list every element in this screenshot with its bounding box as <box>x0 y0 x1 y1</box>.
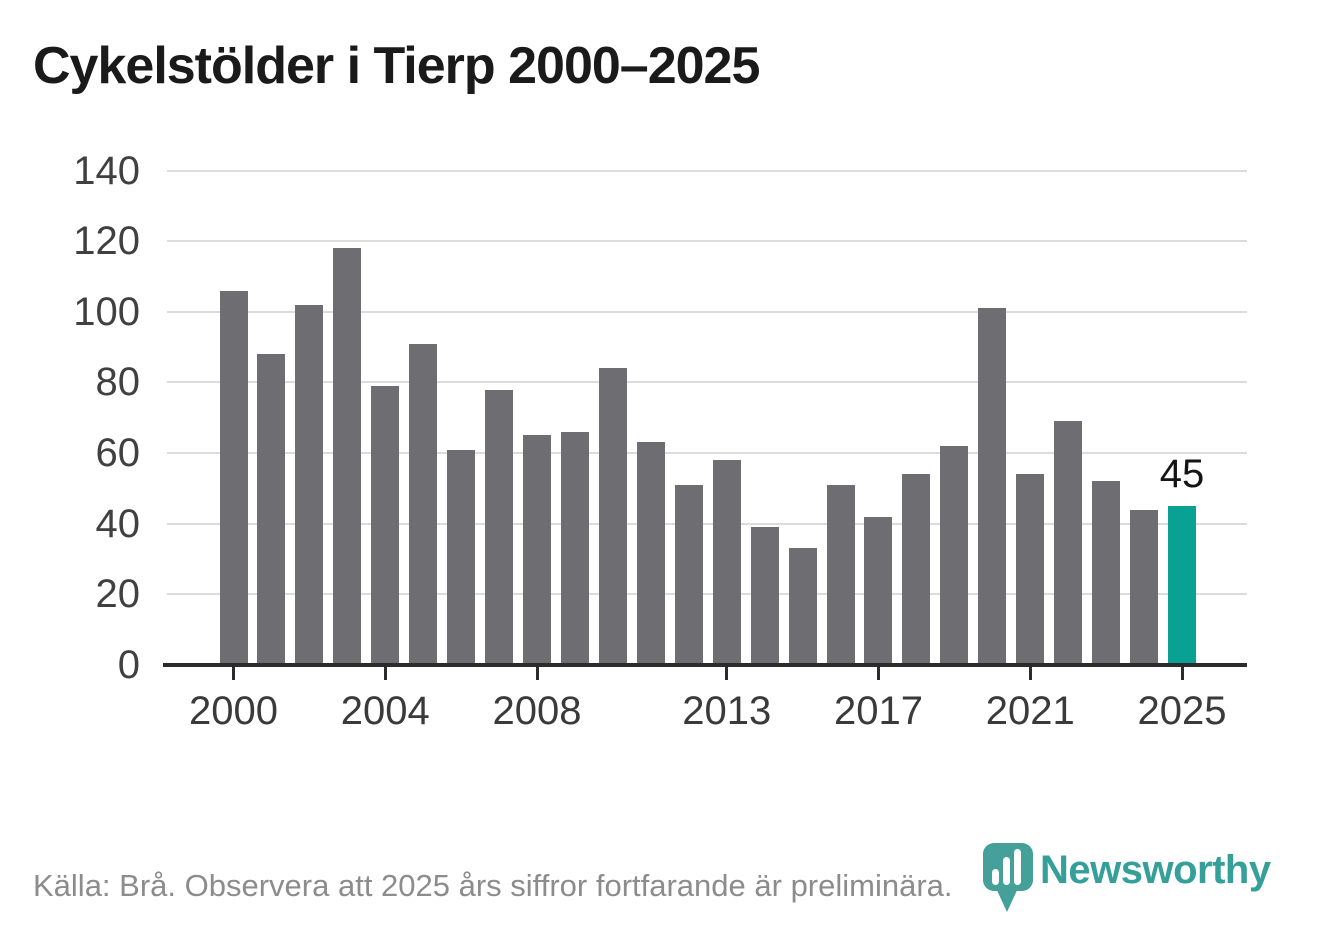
y-axis-label-40: 40 <box>95 501 141 546</box>
source-note: Källa: Brå. Observera att 2025 års siffr… <box>33 868 953 903</box>
bar-2006 <box>447 450 476 665</box>
y-axis-label-60: 60 <box>95 431 141 476</box>
bar-2002 <box>295 305 324 665</box>
bar-2011 <box>636 442 665 665</box>
y-axis-label-140: 140 <box>73 148 140 193</box>
bar-2022 <box>1054 421 1083 665</box>
bar-2025 <box>1168 506 1196 665</box>
x-axis-label-2008: 2008 <box>492 689 582 733</box>
x-tick-2004 <box>383 667 387 680</box>
gridline-80 <box>167 381 1247 384</box>
bar-2024 <box>1130 510 1159 665</box>
newsworthy-wordmark: Newsworthy <box>1040 848 1271 892</box>
newsworthy-logo: Newsworthy <box>982 842 1322 922</box>
gridline-120 <box>167 240 1247 243</box>
y-axis-label-120: 120 <box>73 219 140 264</box>
x-tick-2013 <box>725 667 729 680</box>
x-tick-2025 <box>1180 667 1184 680</box>
bar-2020 <box>978 308 1007 665</box>
bar-2019 <box>940 446 969 665</box>
y-axis-label-80: 80 <box>95 360 141 405</box>
bar-2010 <box>598 368 627 665</box>
bar-2017 <box>864 517 893 665</box>
gridline-20 <box>167 593 1247 596</box>
x-axis-label-2017: 2017 <box>833 689 923 733</box>
y-axis-label-100: 100 <box>73 289 140 334</box>
y-axis-label-20: 20 <box>95 572 141 617</box>
x-axis-label-2013: 2013 <box>682 689 772 733</box>
bar-2000 <box>219 291 248 665</box>
bar-2014 <box>750 527 779 665</box>
bar-2023 <box>1092 481 1121 665</box>
x-tick-2000 <box>232 667 235 680</box>
bar-value-label: 45 <box>1159 452 1205 496</box>
bar-2001 <box>257 354 286 665</box>
bar-2007 <box>485 390 514 665</box>
bar-2018 <box>902 474 931 665</box>
chart-title: Cykelstölder i Tierp 2000–2025 <box>33 37 760 95</box>
bar-2008 <box>523 435 552 665</box>
bar-2005 <box>409 344 438 665</box>
bar-2013 <box>712 460 741 665</box>
x-tick-2008 <box>535 667 539 680</box>
bar-2016 <box>826 485 855 665</box>
bar-2015 <box>788 548 817 665</box>
bar-2012 <box>674 485 703 665</box>
gridline-60 <box>167 452 1247 455</box>
x-axis-label-2004: 2004 <box>340 689 430 733</box>
bar-2021 <box>1016 474 1045 665</box>
x-axis-line <box>163 663 1247 667</box>
x-axis-label-2000: 2000 <box>189 689 278 733</box>
gridline-100 <box>167 310 1247 313</box>
bar-2009 <box>560 432 589 665</box>
x-axis-label-2025: 2025 <box>1137 689 1227 733</box>
x-tick-2017 <box>876 667 880 680</box>
y-axis-label-0: 0 <box>117 643 140 687</box>
bar-2003 <box>333 248 362 665</box>
bar-2004 <box>371 386 400 665</box>
gridline-40 <box>167 522 1247 525</box>
x-tick-2021 <box>1028 667 1032 680</box>
x-axis-label-2021: 2021 <box>985 689 1075 733</box>
newsworthy-pin-icon <box>983 843 1033 912</box>
gridline-140 <box>167 169 1247 172</box>
